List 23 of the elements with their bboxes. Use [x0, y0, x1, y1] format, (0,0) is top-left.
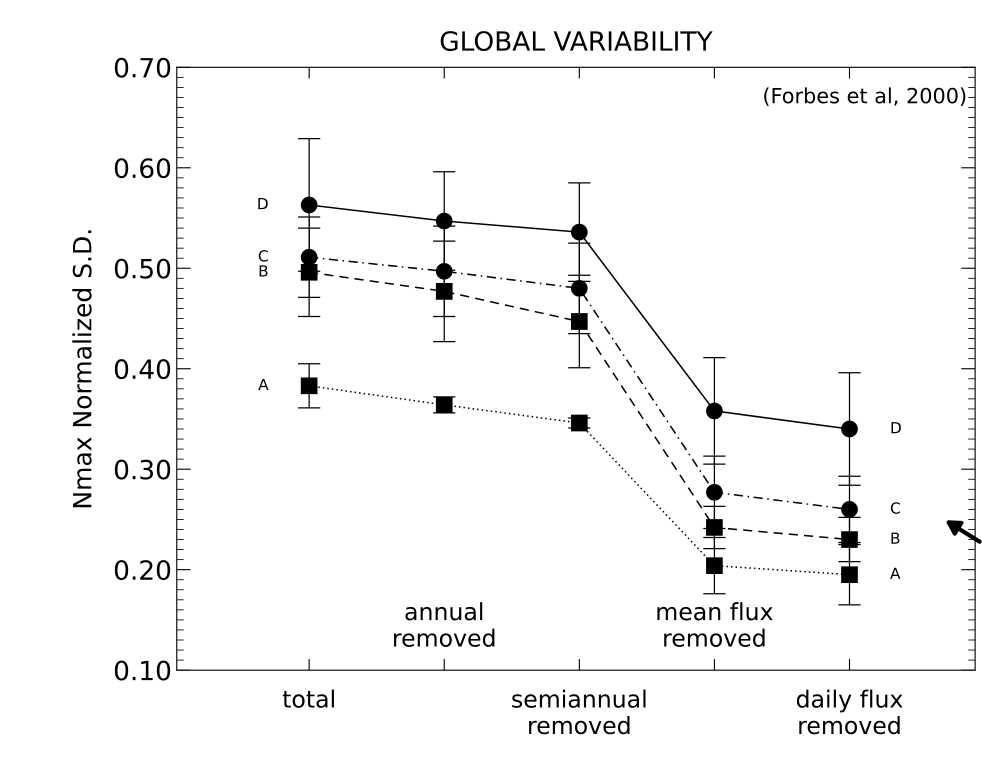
y-tick-label: 0.70: [114, 58, 170, 78]
y-tick-label: 0.30: [114, 460, 170, 480]
y-tick-label: 0.10: [114, 660, 170, 681]
text: D: [892, 422, 901, 434]
text: A: [890, 568, 900, 579]
y-axis-title: Nmax Normalized S.D.: [72, 230, 92, 508]
x-tick-label: total: [282, 690, 334, 708]
x-tick-label: mean flux removed: [657, 602, 773, 647]
text: C: [258, 250, 268, 262]
text: D: [258, 198, 268, 210]
y-tick-label: 0.60: [114, 158, 170, 178]
x-tick-label: daily flux removed: [796, 690, 903, 734]
chart-title: GLOBAL VARIABILITY: [440, 31, 713, 52]
x-tick-label: semiannual removed: [512, 690, 646, 734]
text: A: [258, 378, 268, 390]
x-tick-label: annual removed: [394, 602, 494, 647]
y-tick-label: 0.50: [114, 258, 170, 279]
text: C: [890, 502, 900, 514]
y-tick-label: 0.40: [114, 359, 170, 380]
text: B: [892, 532, 900, 544]
text: B: [260, 265, 268, 276]
annotation: (Forbes et al, 2000): [764, 87, 966, 106]
y-tick-label: 0.20: [114, 560, 170, 580]
